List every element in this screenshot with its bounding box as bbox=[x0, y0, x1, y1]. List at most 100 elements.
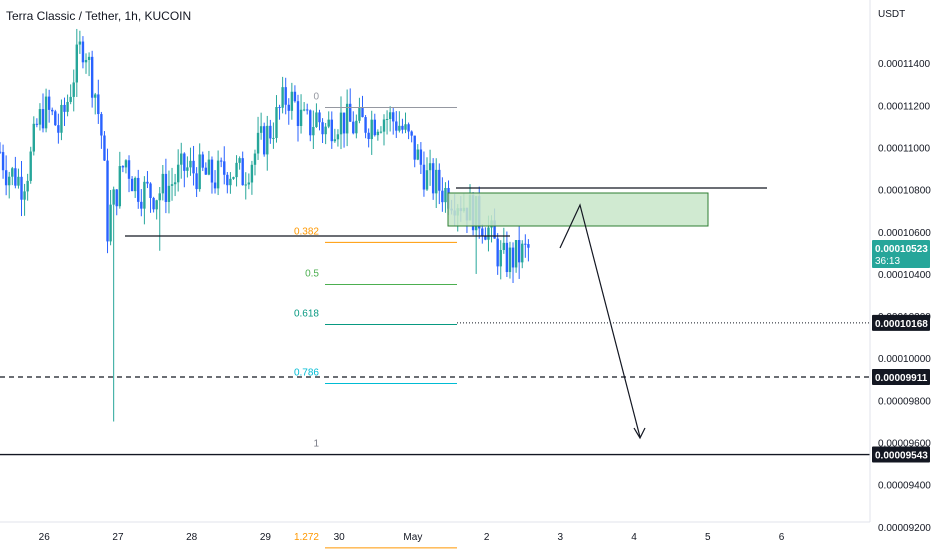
candle-body bbox=[511, 247, 515, 268]
candle-body bbox=[481, 228, 484, 236]
candle-body bbox=[223, 161, 226, 175]
candle-body bbox=[216, 160, 220, 189]
candle-body bbox=[161, 173, 165, 194]
candle-body bbox=[47, 96, 51, 110]
candle-body bbox=[385, 118, 389, 120]
candle-body bbox=[496, 238, 499, 267]
candle-body bbox=[198, 154, 201, 190]
price-axis-unit: USDT bbox=[878, 9, 906, 20]
candle-body bbox=[167, 185, 171, 202]
candle-body bbox=[487, 227, 490, 240]
candle-body bbox=[11, 168, 14, 177]
candle-body bbox=[210, 159, 214, 183]
candle-body bbox=[349, 103, 352, 122]
candle-body bbox=[72, 82, 75, 97]
price-label-countdown: 36:13 bbox=[875, 256, 900, 267]
x-tick-label: 28 bbox=[186, 532, 198, 543]
candle-body bbox=[290, 91, 294, 111]
candle-body bbox=[4, 170, 8, 186]
fib-level-label: 0.618 bbox=[294, 309, 319, 320]
y-tick-label: 0.00010800 bbox=[878, 186, 931, 197]
candle-body bbox=[398, 125, 401, 131]
drawings[interactable]: 0 0.382 0.5 0.618 0.786 1 1.272 bbox=[0, 91, 870, 549]
x-tick-label: 26 bbox=[39, 532, 51, 543]
candle-body bbox=[130, 178, 134, 192]
price-label-box bbox=[872, 446, 930, 463]
candle-body bbox=[158, 193, 161, 201]
fib-level-label: 0.5 bbox=[305, 268, 319, 279]
price-label-text: 0.00009543 bbox=[875, 451, 928, 462]
candle-body bbox=[44, 96, 48, 129]
candle-body bbox=[100, 114, 103, 136]
candle-body bbox=[392, 112, 395, 122]
candle-body bbox=[361, 107, 364, 118]
y-tick-label: 0.00009400 bbox=[878, 481, 931, 492]
candle-body bbox=[87, 56, 91, 60]
candle-body bbox=[155, 200, 158, 210]
fib-level-label: 0 bbox=[313, 91, 319, 102]
candle-body bbox=[330, 119, 333, 142]
candle-body bbox=[250, 164, 254, 183]
candle-body bbox=[78, 41, 82, 45]
candle-body bbox=[382, 119, 386, 132]
price-label-text: 0.00010168 bbox=[875, 319, 928, 330]
candle-body bbox=[401, 125, 404, 130]
candle-body bbox=[352, 121, 355, 134]
candle-body bbox=[170, 184, 174, 186]
candle-body bbox=[413, 135, 416, 160]
candle-body bbox=[186, 167, 189, 171]
candle-body bbox=[0, 151, 2, 153]
candle-body bbox=[23, 191, 26, 200]
candle-body bbox=[60, 104, 63, 133]
candle-body bbox=[278, 107, 281, 109]
candle-body bbox=[367, 132, 370, 140]
candle-body bbox=[195, 173, 198, 190]
candles bbox=[0, 28, 530, 422]
candle-body bbox=[247, 182, 251, 185]
candle-body bbox=[281, 87, 284, 108]
candle-body bbox=[336, 134, 340, 140]
candle-body bbox=[90, 56, 94, 98]
candle-body bbox=[189, 160, 192, 168]
candle-body bbox=[66, 101, 69, 112]
candle-body bbox=[32, 123, 35, 152]
candle-body bbox=[266, 125, 269, 155]
candle-body bbox=[232, 177, 235, 179]
candle-body bbox=[238, 158, 241, 163]
candle-body bbox=[370, 119, 373, 140]
x-tick-label: 3 bbox=[558, 532, 564, 543]
candle-body bbox=[379, 131, 383, 133]
candle-body bbox=[112, 189, 115, 205]
candle-body bbox=[180, 153, 183, 165]
y-tick-label: 0.00009800 bbox=[878, 396, 931, 407]
candle-body bbox=[256, 132, 260, 154]
candle-body bbox=[388, 112, 392, 119]
y-tick-label: 0.00009200 bbox=[878, 523, 931, 534]
candle-body bbox=[51, 109, 54, 112]
candle-body bbox=[302, 109, 306, 111]
candle-body bbox=[84, 59, 88, 63]
candle-body bbox=[373, 119, 376, 136]
candle-body bbox=[97, 94, 100, 115]
y-tick-label: 0.00010000 bbox=[878, 354, 931, 365]
candle-body bbox=[176, 164, 180, 183]
candle-body bbox=[514, 240, 518, 268]
y-tick-label: 0.00011000 bbox=[878, 144, 931, 155]
candle-body bbox=[127, 160, 131, 179]
price-label-text: 0.00009911 bbox=[875, 373, 928, 384]
candle-body bbox=[133, 177, 137, 192]
candle-body bbox=[296, 101, 300, 126]
candle-body bbox=[14, 168, 17, 186]
candle-body bbox=[435, 169, 438, 194]
y-tick-label: 0.00010400 bbox=[878, 270, 931, 281]
candle-body bbox=[309, 110, 312, 136]
price-label-box bbox=[872, 240, 930, 269]
fib-level-label: 1.272 bbox=[294, 532, 319, 543]
candle-body bbox=[201, 154, 204, 168]
candle-body bbox=[262, 126, 266, 155]
candle-body bbox=[299, 109, 303, 126]
candle-body bbox=[275, 107, 278, 138]
candle-body bbox=[118, 166, 122, 207]
